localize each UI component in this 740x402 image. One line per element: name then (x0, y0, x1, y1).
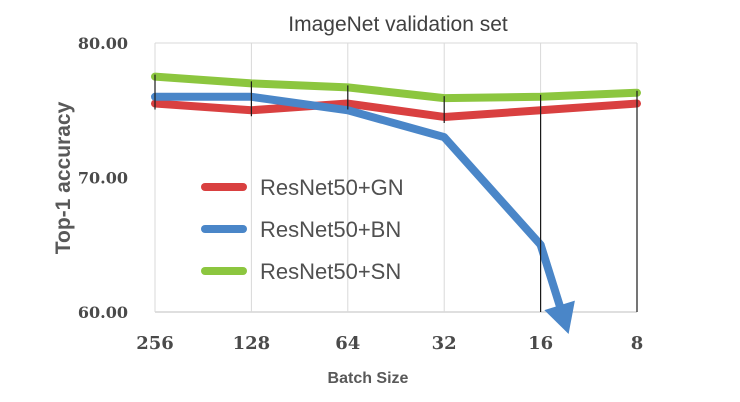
x-tick-label: 8 (631, 333, 644, 354)
y-tick-label: 80.00 (78, 34, 128, 53)
chart-title: ImageNet validation set (288, 13, 508, 36)
legend-label: ResNet50+SN (260, 259, 401, 284)
series-layer (151, 72, 641, 334)
x-tick-label: 64 (335, 333, 360, 354)
legend-label: ResNet50+GN (260, 175, 404, 200)
series-trend-arrow (544, 300, 575, 334)
x-axis-label: Batch Size (328, 370, 409, 387)
y-tick-label: 60.00 (78, 303, 128, 322)
y-axis-label: Top-1 accuracy (52, 101, 75, 254)
series-line (151, 72, 641, 103)
series-line (151, 99, 641, 121)
legend: ResNet50+GN ResNet50+BN ResNet50+SN (201, 175, 404, 284)
x-tick-label: 256 (136, 333, 174, 354)
x-tick-label: 32 (432, 333, 457, 354)
axis-layer: 256 128 64 32 16 8 80.00 70.00 60.00 (78, 34, 643, 354)
x-tick-label: 16 (528, 333, 553, 354)
x-tick-label: 128 (233, 333, 271, 354)
legend-label: ResNet50+BN (260, 217, 401, 242)
series-line (151, 92, 545, 249)
y-tick-label: 70.00 (78, 169, 128, 188)
